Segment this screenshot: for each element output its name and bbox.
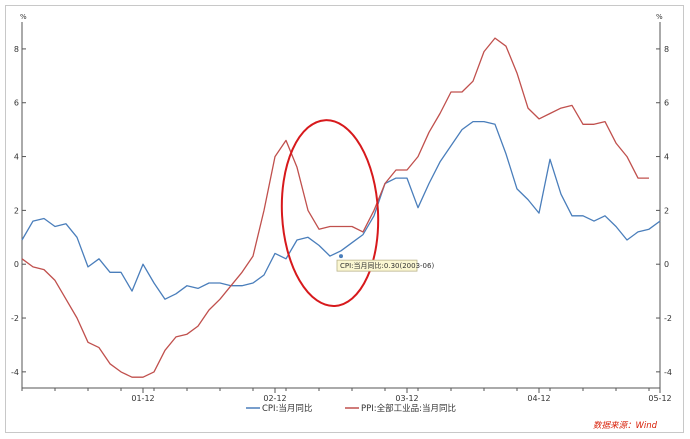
y-tick-label-right: 6 (664, 99, 669, 108)
y-tick-label-right: -4 (664, 368, 672, 377)
y-tick-label-right: 0 (664, 260, 669, 269)
legend-label: PPI:全部工业品:当月同比 (361, 403, 456, 414)
highlight-ellipse (280, 119, 380, 307)
chart-frame (5, 5, 684, 433)
y-axis-right-unit: % (656, 13, 663, 21)
annotation-marks: CPI:当月同比:0.30(2003-06) (280, 119, 434, 307)
series-line-ppi (21, 37, 649, 378)
y-tick-label-left: -4 (11, 368, 19, 377)
y-tick-label-left: 2 (14, 206, 19, 215)
x-tick-label: 05-12 (648, 394, 671, 403)
y-tick-label-left: 4 (14, 153, 19, 162)
axes: % % -4 -4 -2 -2 0 0 2 2 4 4 6 6 8 8 01-12 02-12 03-12 04-12… (11, 13, 672, 403)
tooltip-text: CPI:当月同比:0.30(2003-06) (340, 261, 434, 270)
x-tick-label: 04-12 (527, 394, 550, 403)
source-note: 数据来源：Wind (593, 420, 658, 431)
series-lines (21, 37, 661, 378)
y-tick-label-left: 8 (14, 45, 19, 54)
y-tick-label-right: 2 (664, 206, 669, 215)
series-line-cpi (21, 120, 661, 300)
tooltip-point-marker (339, 254, 343, 259)
x-tick-label: 03-12 (395, 394, 418, 403)
tooltip-box (336, 259, 418, 272)
x-tick-label: 01-12 (131, 394, 154, 403)
y-axis-left-unit: % (20, 13, 27, 21)
y-tick-label-right: 4 (664, 153, 669, 162)
x-tick-label: 02-12 (263, 394, 286, 403)
legend-label: CPI:当月同比 (262, 403, 312, 414)
y-tick-label-right: 8 (664, 45, 669, 54)
y-tick-label-left: 6 (14, 99, 19, 108)
y-tick-label-left: -2 (11, 314, 19, 323)
y-tick-label-left: 0 (14, 260, 19, 269)
y-tick-label-right: -2 (664, 314, 672, 323)
